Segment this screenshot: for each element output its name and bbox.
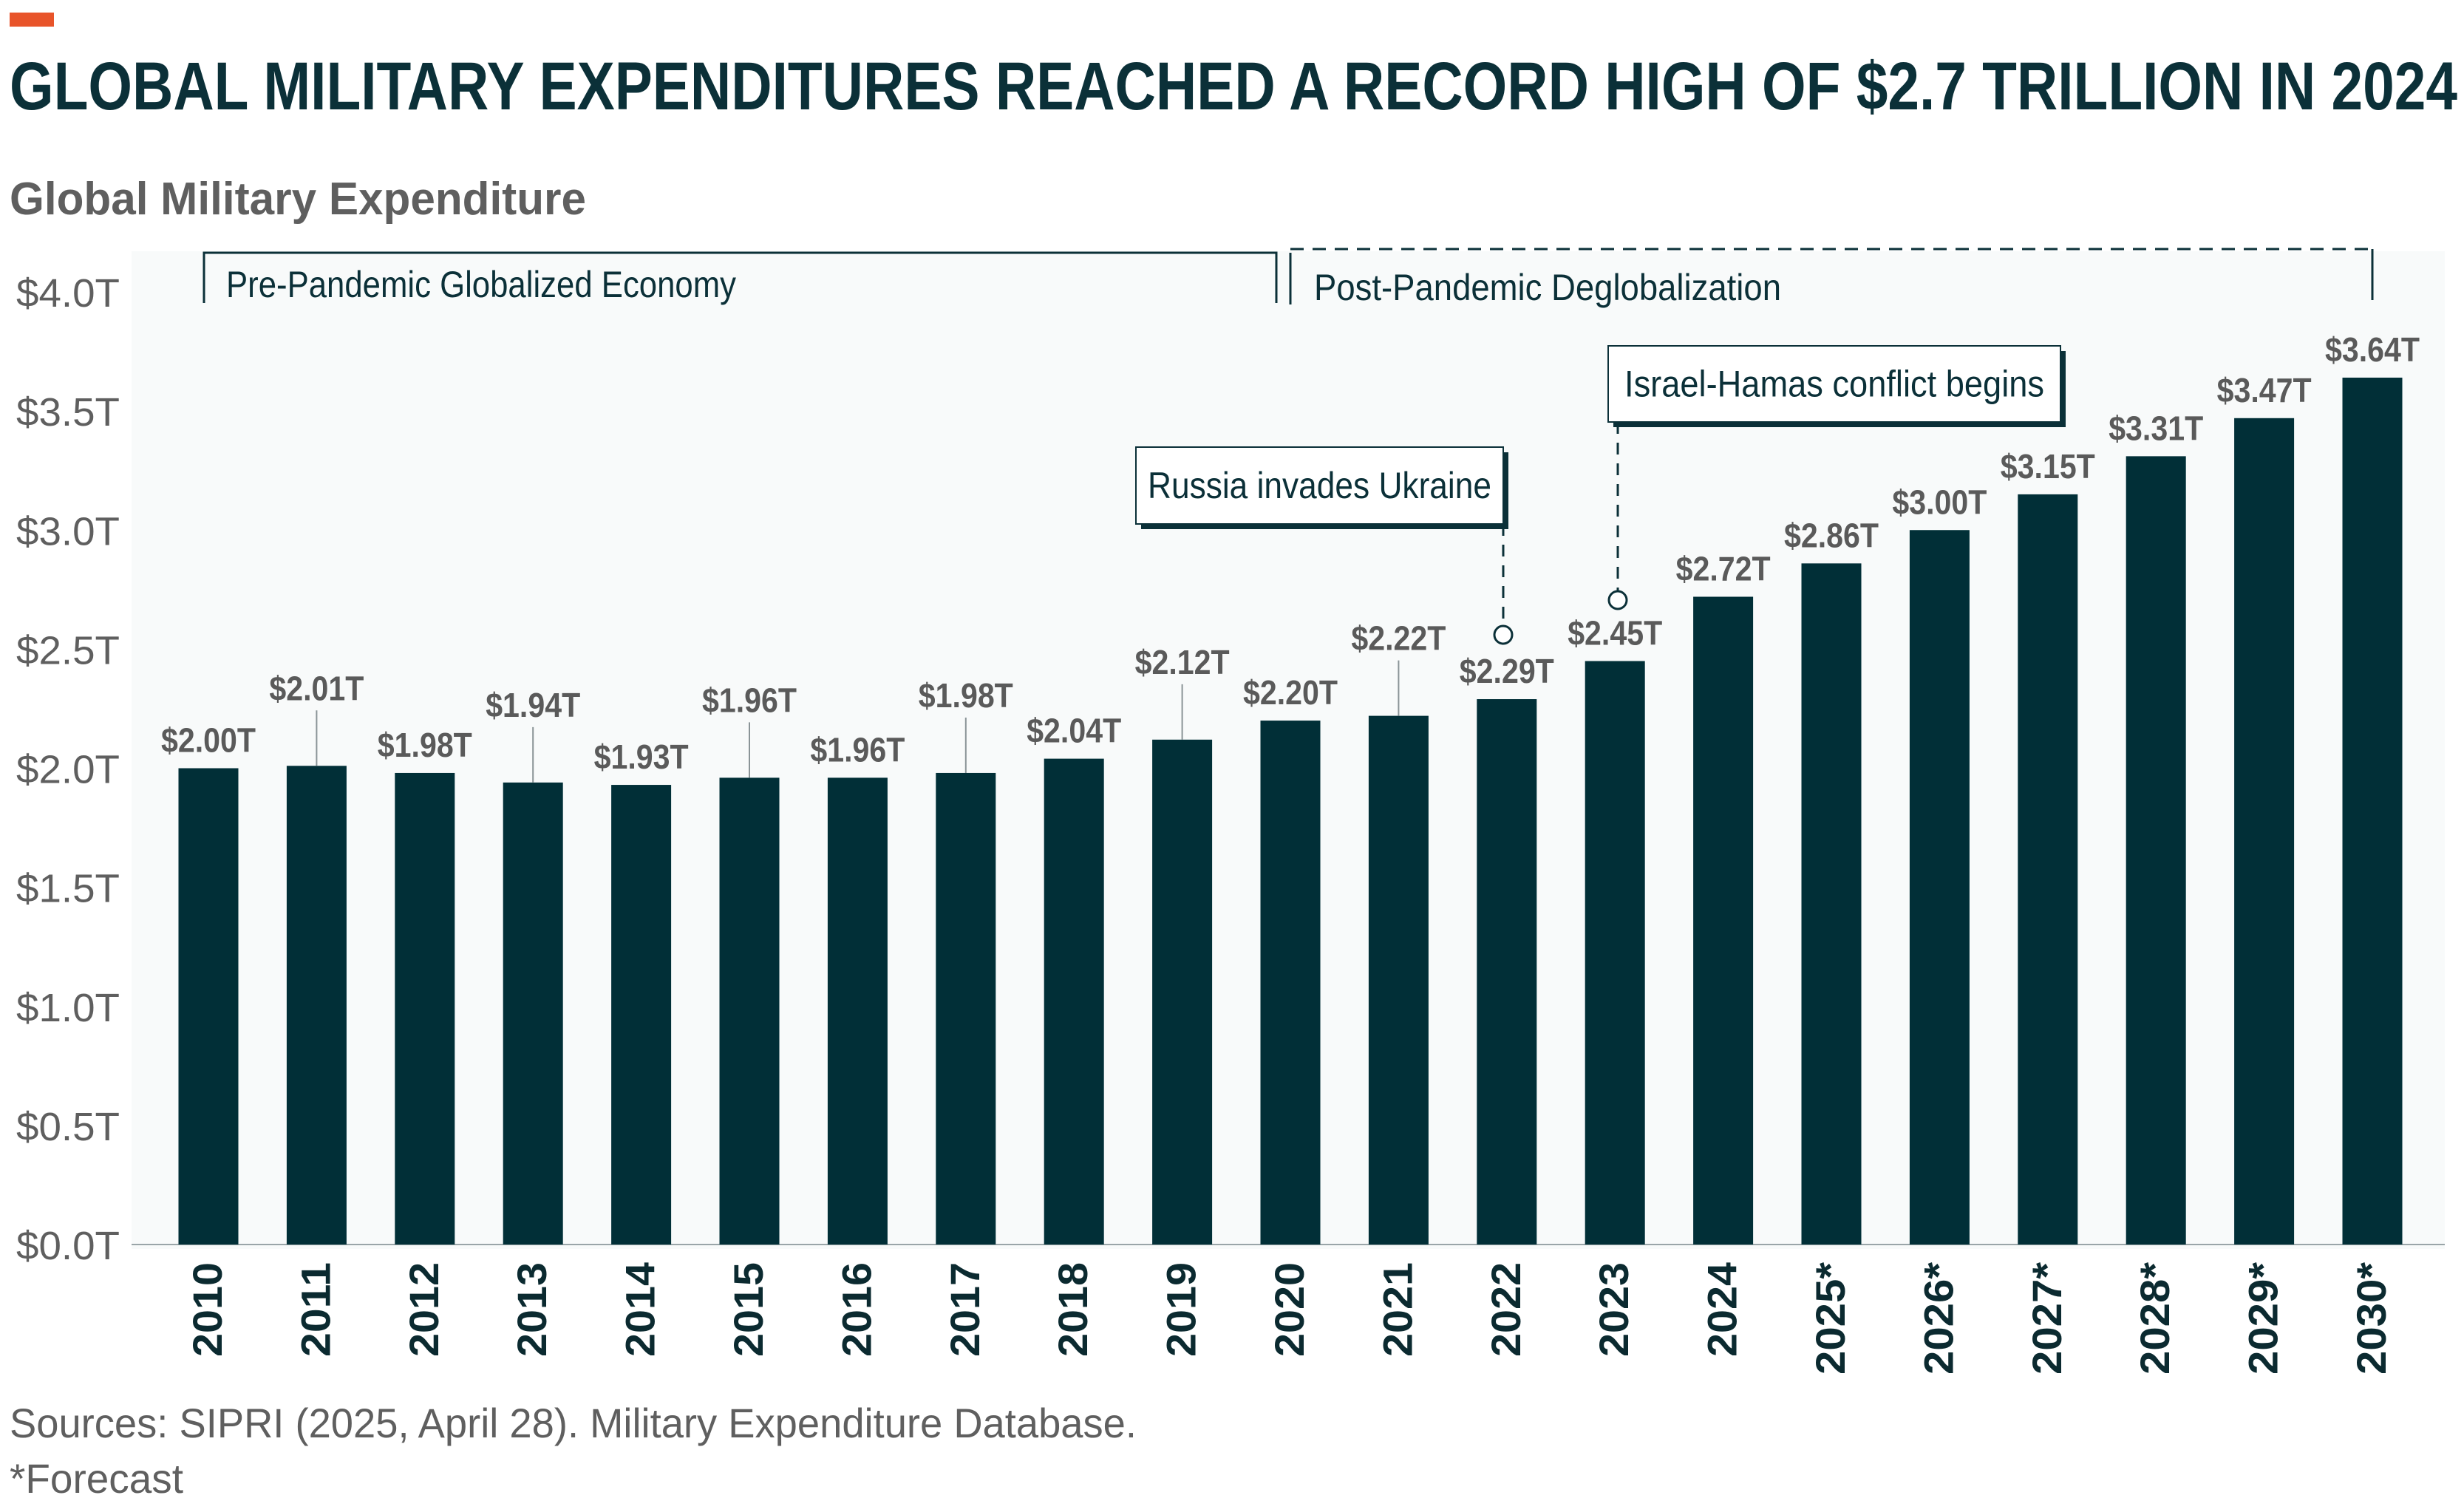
data-label: $1.98T (919, 676, 1013, 715)
x-axis: 2010 2011 2012 2013 2014 2015 2016 2017 2018 2019… (184, 1262, 2395, 1375)
x-tick-label: 2025* (1807, 1262, 1854, 1375)
accent-bar (10, 13, 54, 27)
x-tick-label: 2012 (401, 1262, 447, 1357)
bar-2024 (1693, 596, 1754, 1245)
bar-2023 (1585, 661, 1645, 1245)
period-brackets: Pre-Pandemic Globalized Economy Post-Pand… (203, 248, 2374, 308)
x-tick-label: 2015 (725, 1262, 772, 1357)
y-tick-label: $2.5T (16, 628, 120, 673)
x-tick-label: 2022 (1483, 1262, 1529, 1357)
data-label: $2.01T (269, 669, 364, 707)
data-label: $2.22T (1351, 619, 1446, 658)
x-tick-label: 2030* (2348, 1262, 2395, 1375)
bar-2030* (2342, 378, 2403, 1245)
bar-2015 (719, 777, 780, 1245)
x-tick-label: 2010 (184, 1262, 231, 1357)
bar-2021 (1368, 715, 1429, 1245)
bar-2020 (1260, 721, 1321, 1245)
data-label: $2.45T (1568, 613, 1662, 652)
data-label: $1.96T (702, 681, 797, 719)
annotation-label: Israel-Hamas conflict begins (1624, 364, 2044, 405)
data-label: $1.96T (810, 730, 905, 769)
annotation-box (1135, 446, 1504, 525)
y-tick-label: $3.0T (16, 509, 120, 554)
x-tick-label: 2026* (1915, 1262, 1961, 1375)
y-tick-label: $0.5T (16, 1105, 120, 1149)
y-tick-label: $1.5T (16, 867, 120, 911)
bar-2025* (1801, 563, 1862, 1245)
data-label: $1.93T (594, 738, 689, 776)
bar-2018 (1044, 758, 1104, 1245)
bar-2026* (1909, 530, 1970, 1245)
annotation-israel-hamas: Israel-Hamas conflict begins (1607, 345, 2066, 610)
annotations: Russia invades Ukraine Israel-Hamas confl… (1135, 345, 2066, 645)
data-label: $3.47T (2217, 371, 2312, 409)
y-tick-label: $0.0T (16, 1224, 120, 1268)
data-label: $3.15T (2001, 447, 2095, 486)
bar-2027* (2018, 494, 2078, 1245)
data-label: $3.00T (1892, 483, 1987, 521)
data-label: $2.86T (1784, 516, 1879, 554)
x-tick-label: 2011 (292, 1262, 338, 1357)
x-tick-label: 2016 (833, 1262, 879, 1357)
data-label: $3.31T (2109, 409, 2203, 447)
footer-sources: Sources: SIPRI (2025, April 28). Militar… (10, 1400, 1137, 1446)
bar-2019 (1152, 739, 1213, 1245)
y-tick-label: $1.0T (16, 986, 120, 1030)
data-label: $3.64T (2325, 330, 2420, 369)
annotation-russia-ukraine: Russia invades Ukraine (1135, 446, 1514, 645)
data-label: $2.12T (1135, 643, 1230, 681)
annotation-box (1607, 345, 2061, 423)
bars (178, 378, 2403, 1245)
period-label-pre-pandemic: Pre-Pandemic Globalized Economy (226, 264, 736, 305)
x-tick-label: 2027* (2024, 1262, 2070, 1375)
bar-2011 (286, 766, 347, 1245)
chart-subtitle: Global Military Expenditure (10, 174, 586, 225)
x-tick-label: 2024 (1699, 1262, 1746, 1357)
bar-2014 (611, 785, 672, 1245)
annotation-marker (1493, 624, 1514, 645)
annotation-label: Russia invades Ukraine (1148, 465, 1491, 506)
bar-2010 (178, 768, 239, 1245)
chart-title: GLOBAL MILITARY EXPENDITURES REACHED A R… (10, 49, 2457, 124)
bar-2016 (827, 777, 888, 1245)
x-tick-label: 2020 (1266, 1262, 1313, 1357)
data-label: $1.98T (378, 726, 472, 764)
bar-2029* (2234, 418, 2295, 1245)
x-tick-label: 2014 (617, 1262, 664, 1357)
y-tick-label: $4.0T (16, 271, 120, 316)
y-tick-label: $3.5T (16, 390, 120, 435)
x-tick-label: 2018 (1049, 1262, 1096, 1357)
bar-2022 (1477, 699, 1537, 1245)
data-label: $2.20T (1243, 673, 1338, 712)
footer-note: *Forecast (10, 1455, 183, 1498)
bar-2028* (2126, 456, 2186, 1245)
x-tick-label: 2021 (1374, 1262, 1420, 1357)
data-label: $2.29T (1460, 652, 1554, 690)
period-label-post-pandemic: Post-Pandemic Deglobalization (1314, 267, 1781, 308)
annotation-marker (1607, 590, 1628, 610)
data-label: $2.04T (1027, 712, 1121, 750)
bar-2012 (395, 772, 455, 1245)
x-tick-label: 2017 (942, 1262, 988, 1357)
x-tick-label: 2028* (2131, 1262, 2178, 1375)
pre-pandemic-bracket (203, 251, 1278, 303)
x-tick-label: 2019 (1158, 1262, 1205, 1357)
x-tick-label: 2023 (1590, 1262, 1637, 1357)
data-label: $2.72T (1676, 549, 1771, 588)
bar-2013 (503, 782, 563, 1245)
y-tick-label: $2.0T (16, 748, 120, 792)
data-label: $2.00T (161, 721, 256, 760)
x-tick-label: 2013 (508, 1262, 555, 1357)
data-label: $1.94T (486, 686, 580, 724)
x-tick-label: 2029* (2240, 1262, 2287, 1375)
data-labels: $2.00T $2.01T $1.98T $1.94T $1.93T $1.96T $1.9… (161, 330, 2420, 783)
bar-2017 (936, 772, 996, 1245)
